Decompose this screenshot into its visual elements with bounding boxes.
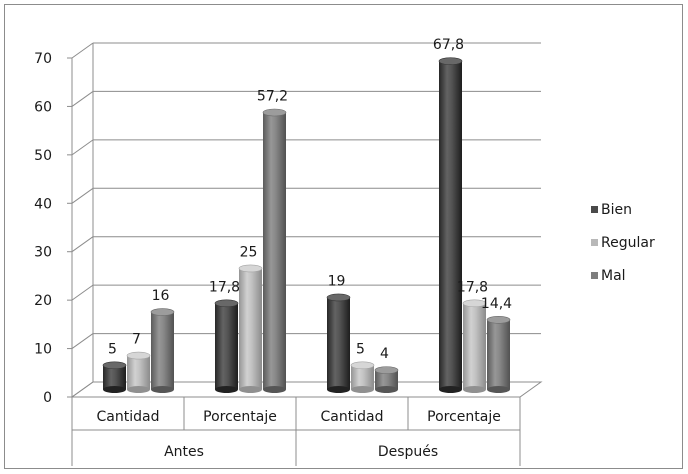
bar-body <box>463 303 486 390</box>
bar <box>238 264 263 393</box>
side-gridline <box>71 236 94 253</box>
side-gridline <box>71 139 94 156</box>
bar <box>438 57 463 393</box>
bar-top <box>326 293 351 302</box>
category-label: Cantidad <box>321 409 384 425</box>
category-label: Cantidad <box>97 409 160 425</box>
y-tick-label: 0 <box>43 390 52 406</box>
y-tick-label: 60 <box>34 99 52 115</box>
side-gridline <box>71 187 94 204</box>
bar-top <box>126 351 151 360</box>
data-label: 19 <box>328 273 346 289</box>
bar-top <box>102 361 127 370</box>
data-label: 25 <box>240 244 258 260</box>
bar-body <box>487 319 510 390</box>
bar-top <box>374 366 399 374</box>
bar <box>150 308 175 393</box>
data-label: 14,4 <box>481 296 512 312</box>
bar-base <box>439 386 462 393</box>
bar-body <box>263 112 286 390</box>
y-tick-label: 50 <box>34 148 52 164</box>
bar-body <box>239 268 262 390</box>
bar-top <box>238 264 263 273</box>
bar-body <box>127 355 150 390</box>
category-label: Porcentaje <box>203 409 277 425</box>
legend-label: Regular <box>601 235 655 251</box>
bar-base <box>463 386 486 393</box>
bar-top <box>214 299 239 308</box>
bar-top <box>262 108 287 117</box>
bar-base <box>487 386 510 393</box>
bar-base <box>351 386 374 393</box>
bar-top <box>486 315 511 324</box>
data-label: 5 <box>108 341 117 357</box>
bar <box>102 361 127 393</box>
bar-body <box>351 365 374 390</box>
bar <box>326 293 351 393</box>
bar-body <box>151 312 174 390</box>
data-label: 67,8 <box>433 37 464 53</box>
data-label: 17,8 <box>457 279 488 295</box>
y-tick-label: 20 <box>34 293 52 309</box>
legend-swatch <box>591 272 598 279</box>
bar <box>350 361 375 393</box>
bar-base <box>103 386 126 393</box>
legend-swatch <box>591 239 598 246</box>
bar-body <box>439 61 462 390</box>
bar <box>374 366 399 393</box>
bar-body <box>103 365 126 390</box>
data-label: 4 <box>380 346 389 362</box>
bar-top <box>150 308 175 316</box>
bar-body <box>375 370 398 390</box>
data-label: 7 <box>132 332 141 348</box>
legend-swatch <box>591 206 598 213</box>
bar-base <box>239 386 262 393</box>
data-label: 5 <box>356 341 365 357</box>
legend-label: Mal <box>601 268 626 284</box>
bar <box>486 315 511 393</box>
bar-base <box>127 386 150 393</box>
bar-body <box>215 303 238 390</box>
side-gridline <box>71 333 94 349</box>
data-label: 17,8 <box>209 279 240 295</box>
y-tick-label: 10 <box>34 342 52 358</box>
y-tick-label: 70 <box>34 51 52 67</box>
bar-base <box>215 386 238 393</box>
y-tick-label: 40 <box>34 196 52 212</box>
bar <box>262 108 287 393</box>
bar-top <box>462 299 487 308</box>
bar <box>462 299 487 393</box>
data-label: 16 <box>152 288 170 304</box>
bar-body <box>327 297 350 390</box>
legend: Bien Regular Mal <box>591 202 655 284</box>
side-gridline <box>71 91 94 107</box>
bar-base <box>151 386 174 393</box>
bar <box>214 299 239 393</box>
category-axis: Cantidad Porcentaje Cantidad Porcentaje Ante… <box>71 397 521 466</box>
floor <box>70 381 543 398</box>
bar-top <box>350 361 375 370</box>
category-label: Porcentaje <box>427 409 501 425</box>
side-gridline <box>71 42 94 59</box>
bar <box>126 351 151 393</box>
y-tick-label: 30 <box>34 245 52 261</box>
data-label: 57,2 <box>257 88 288 104</box>
legend-label: Bien <box>601 202 632 218</box>
bar-base <box>263 386 286 393</box>
side-gridline <box>71 284 94 301</box>
bar-top <box>438 57 463 65</box>
bar-base <box>327 386 350 393</box>
group-label: Antes <box>164 444 204 460</box>
bar-base <box>375 386 398 393</box>
group-label: Después <box>378 444 438 460</box>
